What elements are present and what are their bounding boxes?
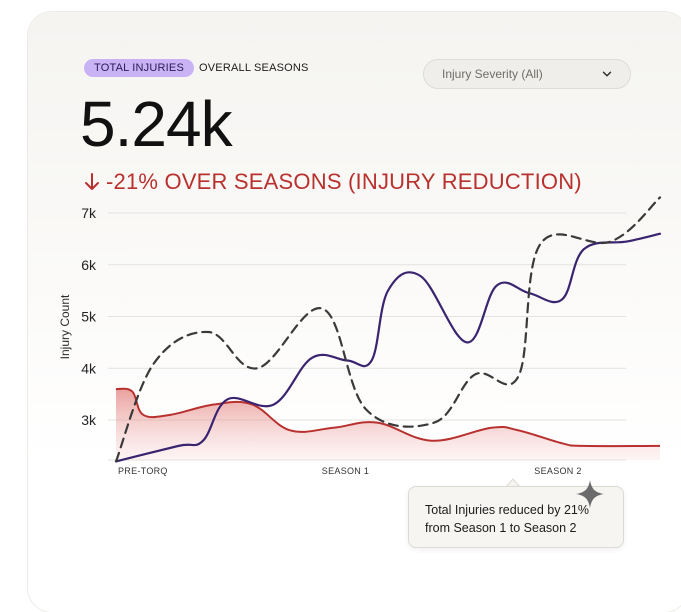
series-area-fill xyxy=(116,388,660,460)
y-tick-label: 7k xyxy=(81,205,97,221)
series-solid-line xyxy=(114,232,662,463)
series-dashed-line xyxy=(114,196,662,463)
tooltip-line-2: from Season 1 to Season 2 xyxy=(425,521,577,535)
y-tick-label: 5k xyxy=(81,309,97,325)
y-tick-label: 3k xyxy=(81,412,97,428)
tab-total-injuries[interactable]: TOTAL INJURIES xyxy=(84,59,194,77)
kpi-value: 5.24k xyxy=(80,88,233,160)
x-tick-label: SEASON 2 xyxy=(534,466,581,476)
dropdown-label: Injury Severity (All) xyxy=(442,67,543,81)
chevron-down-icon xyxy=(602,71,612,77)
x-tick-label: PRE-TORQ xyxy=(118,466,168,476)
injury-severity-dropdown[interactable]: Injury Severity (All) xyxy=(423,59,631,89)
y-tick-label: 6k xyxy=(81,257,97,273)
line-chart: 7k 6k 5k 4k 3k PRE-TORQ SEASON 1 SEASON 2 xyxy=(81,196,662,476)
kpi-change: -21% OVER SEASONS (INJURY REDUCTION) xyxy=(84,168,582,196)
arrow-down-icon xyxy=(85,173,99,190)
x-tick-label: SEASON 1 xyxy=(322,466,369,476)
sparkle-icon xyxy=(576,480,604,508)
tooltip-caret xyxy=(506,478,520,487)
series-area-line xyxy=(115,387,661,448)
tooltip-line-1: Total Injuries reduced by 21% xyxy=(425,503,589,517)
y-tick-label: 4k xyxy=(81,360,97,376)
kpi-change-text: -21% OVER SEASONS (INJURY REDUCTION) xyxy=(106,169,582,194)
tab-overall-seasons[interactable]: OVERALL SEASONS xyxy=(199,62,309,74)
